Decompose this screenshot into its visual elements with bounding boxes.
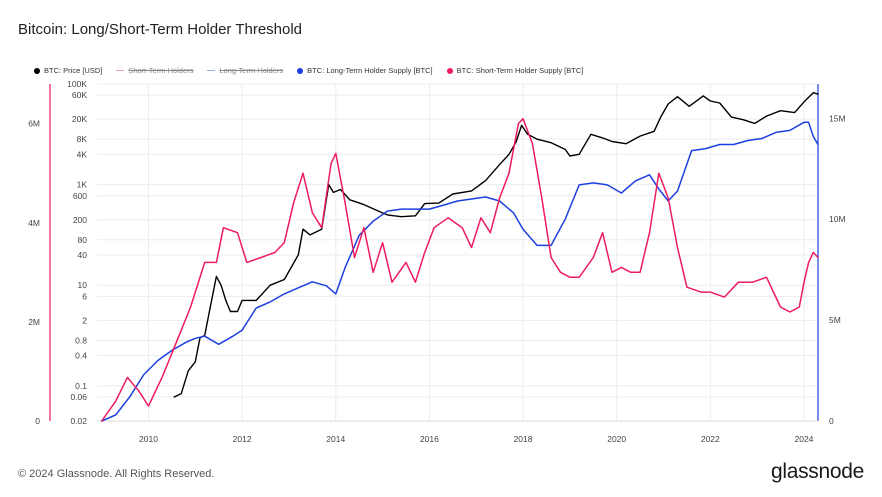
y-price-tick-label: 600 [73,191,87,201]
y-price-tick-label: 1K [77,180,88,190]
legend-label: Long-Term Holders [219,66,284,75]
y-price-tick-label: 4K [77,149,88,159]
legend-item[interactable]: BTC: Short-Term Holder Supply [BTC] [446,66,584,75]
legend-item[interactable]: BTC: Price [USD] [34,66,102,75]
x-tick-label: 2022 [701,434,720,444]
y-right-tick-label: 5M [829,315,841,325]
y-left-tick-label: 6M [28,119,40,129]
legend-marker [34,67,40,74]
x-tick-label: 2014 [326,434,345,444]
y-price-tick-label: 40 [78,250,88,260]
y-right-tick-label: 15M [829,113,846,123]
chart-title: Bitcoin: Long/Short-Term Holder Threshol… [18,21,303,38]
legend-item[interactable]: Short-Term Holders [116,66,193,75]
legend-item[interactable]: BTC: Long-Term Holder Supply [BTC] [297,66,433,75]
legend-item[interactable]: Long-Term Holders [207,66,283,75]
legend-label: Short-Term Holders [128,66,194,75]
price-line [173,92,819,398]
y-price-tick-label: 0.02 [70,416,87,426]
legend-marker [297,67,304,74]
x-tick-label: 2016 [420,434,439,444]
y-price-tick-label: 6 [82,291,87,301]
sth-supply-line [100,117,819,422]
x-tick-label: 2018 [514,434,533,444]
legend-marker [446,67,453,74]
legend-label: BTC: Price [USD] [44,66,103,75]
glassnode-logo[interactable]: glassnode [770,460,864,483]
y-right-tick-label: 10M [829,214,846,224]
y-left-tick-label: 2M [28,317,40,327]
x-tick-label: 2024 [794,434,813,444]
y-left-tick-label: 4M [28,218,40,228]
y-right-tick-label: 0 [829,416,834,426]
x-tick-label: 2020 [607,434,626,444]
y-price-tick-label: 60K [72,90,87,100]
legend-label: BTC: Long-Term Holder Supply [BTC] [307,66,433,75]
copyright-footer: © 2024 Glassnode. All Rights Reserved. [18,468,215,480]
y-price-tick-label: 0.06 [70,392,87,402]
y-price-tick-label: 200 [73,215,87,225]
y-price-tick-label: 20K [72,114,87,124]
lth-supply-line [100,121,819,422]
chart-legend: BTC: Price [USD] Short-Term Holders Long-T… [34,66,583,75]
legend-marker [207,70,216,71]
y-price-tick-label: 80 [78,235,88,245]
x-tick-label: 2012 [233,434,252,444]
legend-label: BTC: Short-Term Holder Supply [BTC] [456,66,584,75]
y-price-tick-label: 10 [78,280,88,290]
x-tick-label: 2010 [139,434,158,444]
y-price-tick-label: 0.1 [75,381,87,391]
y-price-tick-label: 0.8 [75,335,87,345]
legend-marker [116,70,125,71]
y-price-tick-label: 2 [82,315,87,325]
y-price-tick-label: 100K [67,79,87,89]
y-price-tick-label: 8K [77,134,88,144]
y-left-tick-label: 0 [35,416,40,426]
y-price-tick-label: 0.4 [75,351,87,361]
